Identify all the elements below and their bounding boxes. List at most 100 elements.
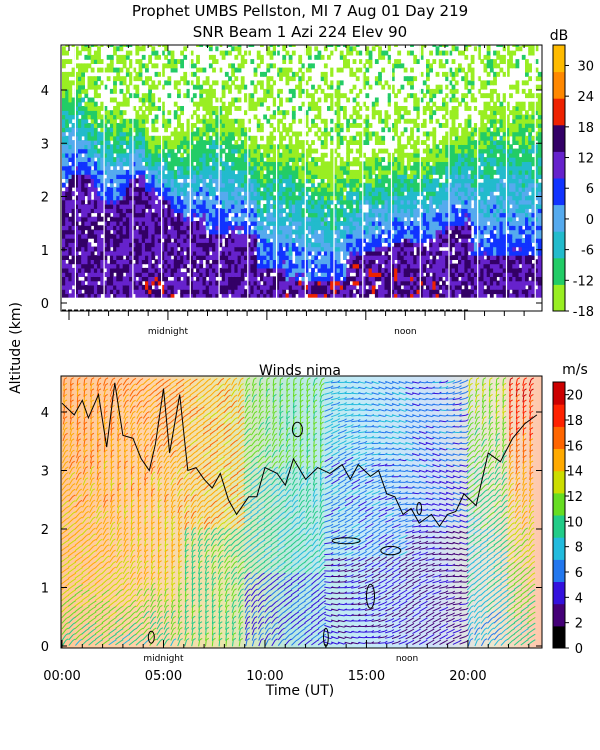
snr-cell [116,76,121,82]
snr-cell [93,272,98,277]
snr-cell [205,182,210,188]
snr-cell [196,263,200,269]
snr-cell [410,250,414,256]
snr-cell [138,59,143,64]
snr-cell [288,123,293,128]
snr-cell [247,127,251,133]
snr-cell [323,123,328,128]
snr-cell [154,178,159,184]
snr-cell [397,212,402,218]
snr-cell [266,212,271,218]
snr-cell [339,204,344,209]
snr-cell [183,131,188,137]
snr-cell [346,246,350,252]
snr-cell [62,212,66,218]
snr-cell [157,106,162,111]
snr-cell [116,135,121,141]
snr-cell [349,148,354,154]
snr-cell [403,127,408,133]
snr-cell [202,289,207,295]
snr-cell [346,259,350,265]
snr-cell [138,118,143,124]
snr-cell [81,242,85,248]
snr-cell [228,263,232,269]
snr-cell [394,263,398,269]
snr-cell [218,191,223,197]
snr-cell [260,208,264,214]
snr-cell [282,169,287,175]
snr-cell [93,280,98,286]
snr-cell [282,71,287,77]
snr-cell [218,233,223,239]
snr-cell [240,182,245,188]
snr-cell [231,169,235,175]
snr-cell [352,242,357,248]
snr-cell [151,233,156,239]
snr-cell [231,161,235,167]
snr-cell [362,84,366,90]
snr-cell [81,229,85,235]
snr-cell [186,148,191,154]
snr-cell [132,76,137,82]
snr-cell [272,144,277,150]
snr-cell [381,199,386,205]
snr-cell [276,216,280,222]
snr-cell [339,289,344,295]
snr-cell [276,246,280,252]
snr-cell [410,204,414,209]
snr-cell [100,140,105,145]
snr-cell [151,178,156,184]
snr-cell [125,276,130,282]
snr-cell [330,199,334,205]
snr-cell [256,182,261,188]
snr-cell [103,169,108,175]
snr-cell [65,165,69,171]
snr-cell [106,284,111,290]
snr-cell [263,250,267,256]
snr-cell [307,208,312,214]
snr-cell [368,84,373,90]
snr-cell [333,221,338,226]
snr-cell [406,110,411,116]
snr-cell [129,225,133,231]
snr-cell [285,195,290,201]
snr-cell [135,127,140,133]
snr-cell [151,80,156,86]
snr-cell [71,204,76,209]
snr-cell [301,208,306,214]
snr-cell [349,229,354,235]
snr-cell [371,229,376,235]
snr-cell [90,204,95,209]
snr-cell [269,212,274,218]
snr-cell [125,144,130,150]
snr-cell [196,157,200,162]
snr-cell [387,157,392,162]
snr-cell [68,238,73,243]
snr-cell [371,289,376,295]
snr-cell [288,267,293,273]
snr-cell [355,76,360,82]
snr-cell [330,97,334,103]
snr-cell [109,169,114,175]
snr-cell [129,76,133,82]
snr-cell [103,110,108,116]
snr-cell [231,67,235,73]
snr-cell [282,59,287,64]
snr-cell [167,229,172,235]
snr-cell [87,97,92,103]
snr-cell [132,233,137,239]
snr-cell [161,45,165,47]
snr-cell [346,284,350,290]
snr-cell [81,191,85,197]
snr-cell [410,289,414,295]
snr-cell [282,267,287,273]
snr-cell [291,93,296,99]
snr-cell [260,54,264,60]
snr-cell [291,110,296,116]
snr-cell [106,135,111,141]
snr-cell [116,178,121,184]
snr-cell [397,157,402,162]
snr-cell [74,212,79,218]
snr-cell [272,263,277,269]
snr-cell [74,135,79,141]
